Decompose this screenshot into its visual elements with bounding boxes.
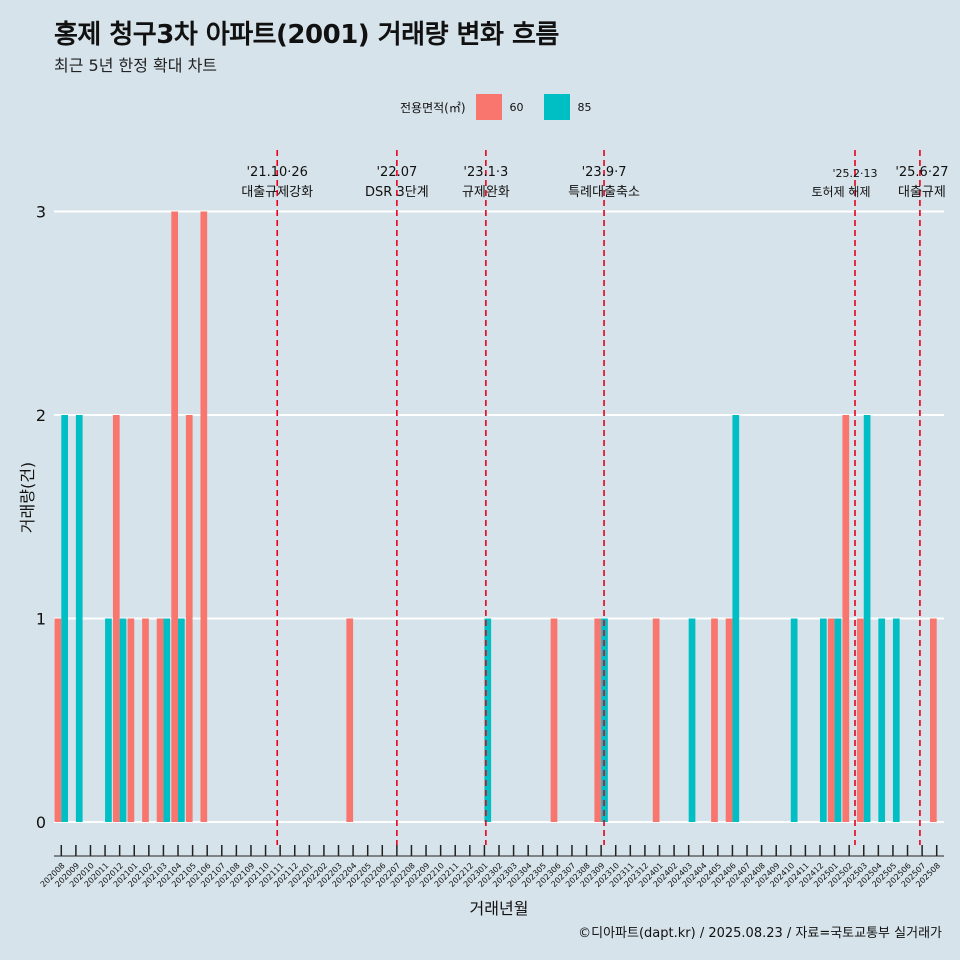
event-date-5: '25.2·13 bbox=[832, 167, 877, 180]
bar-85-202104 bbox=[178, 618, 185, 822]
y-tick-label: 2 bbox=[36, 406, 46, 425]
bar-60-202306 bbox=[550, 618, 558, 822]
event-label-5: 토허제 해제 bbox=[811, 185, 870, 199]
bar-85-202501 bbox=[834, 618, 842, 822]
source-caption: ©디아파트(dapt.kr) / 2025.08.23 / 자료=국토교통부 실… bbox=[578, 926, 942, 941]
bar-85-202011 bbox=[105, 618, 112, 822]
bar-85-202008 bbox=[61, 415, 69, 822]
event-label-2: DSR 3단계 bbox=[365, 185, 429, 200]
legend-item-60: 60 bbox=[475, 94, 538, 120]
bar-85-202009 bbox=[75, 415, 83, 822]
bar-85-202301 bbox=[484, 618, 492, 822]
bar-60-202309 bbox=[594, 618, 602, 822]
bar-60-202008 bbox=[54, 618, 62, 822]
bar-85-202412 bbox=[819, 618, 827, 822]
legend-swatch-60 bbox=[475, 94, 502, 120]
x-axis-title: 거래년월 bbox=[470, 899, 529, 918]
chart-subtitle: 최근 5년 한정 확대 차트 bbox=[54, 56, 218, 75]
bar-60-202012 bbox=[112, 415, 120, 822]
bar-60-202503 bbox=[857, 618, 864, 822]
event-date-3: '23.1·3 bbox=[463, 165, 508, 180]
event-label-4: 특례대출축소 bbox=[568, 185, 640, 200]
event-label-1: 대출규제강화 bbox=[241, 185, 313, 200]
legend: 전용면적(㎡) 60 85 bbox=[400, 93, 612, 121]
bar-60-202502 bbox=[842, 415, 850, 822]
event-label-6: 대출규제 bbox=[898, 185, 946, 200]
legend-title: 전용면적(㎡) bbox=[400, 100, 466, 115]
bar-60-202401 bbox=[652, 618, 660, 822]
event-date-6: '25.6·27 bbox=[895, 165, 948, 180]
event-date-1: '21.10·26 bbox=[246, 165, 307, 180]
bar-60-202508 bbox=[929, 618, 937, 822]
bar-85-202505 bbox=[892, 618, 900, 822]
bar-60-202102 bbox=[142, 618, 149, 822]
bar-60-202406 bbox=[725, 618, 733, 822]
legend-label-60: 60 bbox=[509, 100, 524, 114]
y-axis-title: 거래량(건) bbox=[18, 462, 37, 533]
y-tick-label: 3 bbox=[36, 203, 46, 222]
chart-title: 홍제 청구3차 아파트(2001) 거래량 변화 흐름 bbox=[54, 20, 559, 50]
bar-85-202503 bbox=[863, 415, 871, 822]
bar-60-202103 bbox=[156, 618, 164, 822]
event-date-4: '23.9·7 bbox=[582, 165, 627, 180]
y-tick-label: 1 bbox=[36, 610, 46, 629]
bar-85-202406 bbox=[732, 415, 740, 822]
bar-60-202101 bbox=[127, 618, 135, 822]
legend-swatch-85 bbox=[543, 94, 570, 120]
bar-85-202504 bbox=[878, 618, 886, 822]
y-tick-label: 0 bbox=[36, 813, 46, 832]
bar-60-202204 bbox=[346, 618, 354, 822]
bar-60-202106 bbox=[200, 211, 208, 822]
bar-85-202103 bbox=[163, 618, 171, 822]
bar-60-202104 bbox=[171, 211, 179, 822]
bar-60-202105 bbox=[185, 415, 193, 822]
bar-85-202012 bbox=[119, 618, 127, 822]
bar-60-202501 bbox=[827, 618, 835, 822]
legend-label-85: 85 bbox=[577, 100, 592, 114]
bar-60-202405 bbox=[711, 618, 718, 822]
bar-85-202403 bbox=[688, 618, 696, 822]
bar-85-202410 bbox=[790, 618, 798, 822]
event-date-2: '22.07 bbox=[376, 165, 417, 180]
event-label-3: 규제완화 bbox=[462, 185, 510, 200]
legend-item-85: 85 bbox=[543, 94, 606, 120]
